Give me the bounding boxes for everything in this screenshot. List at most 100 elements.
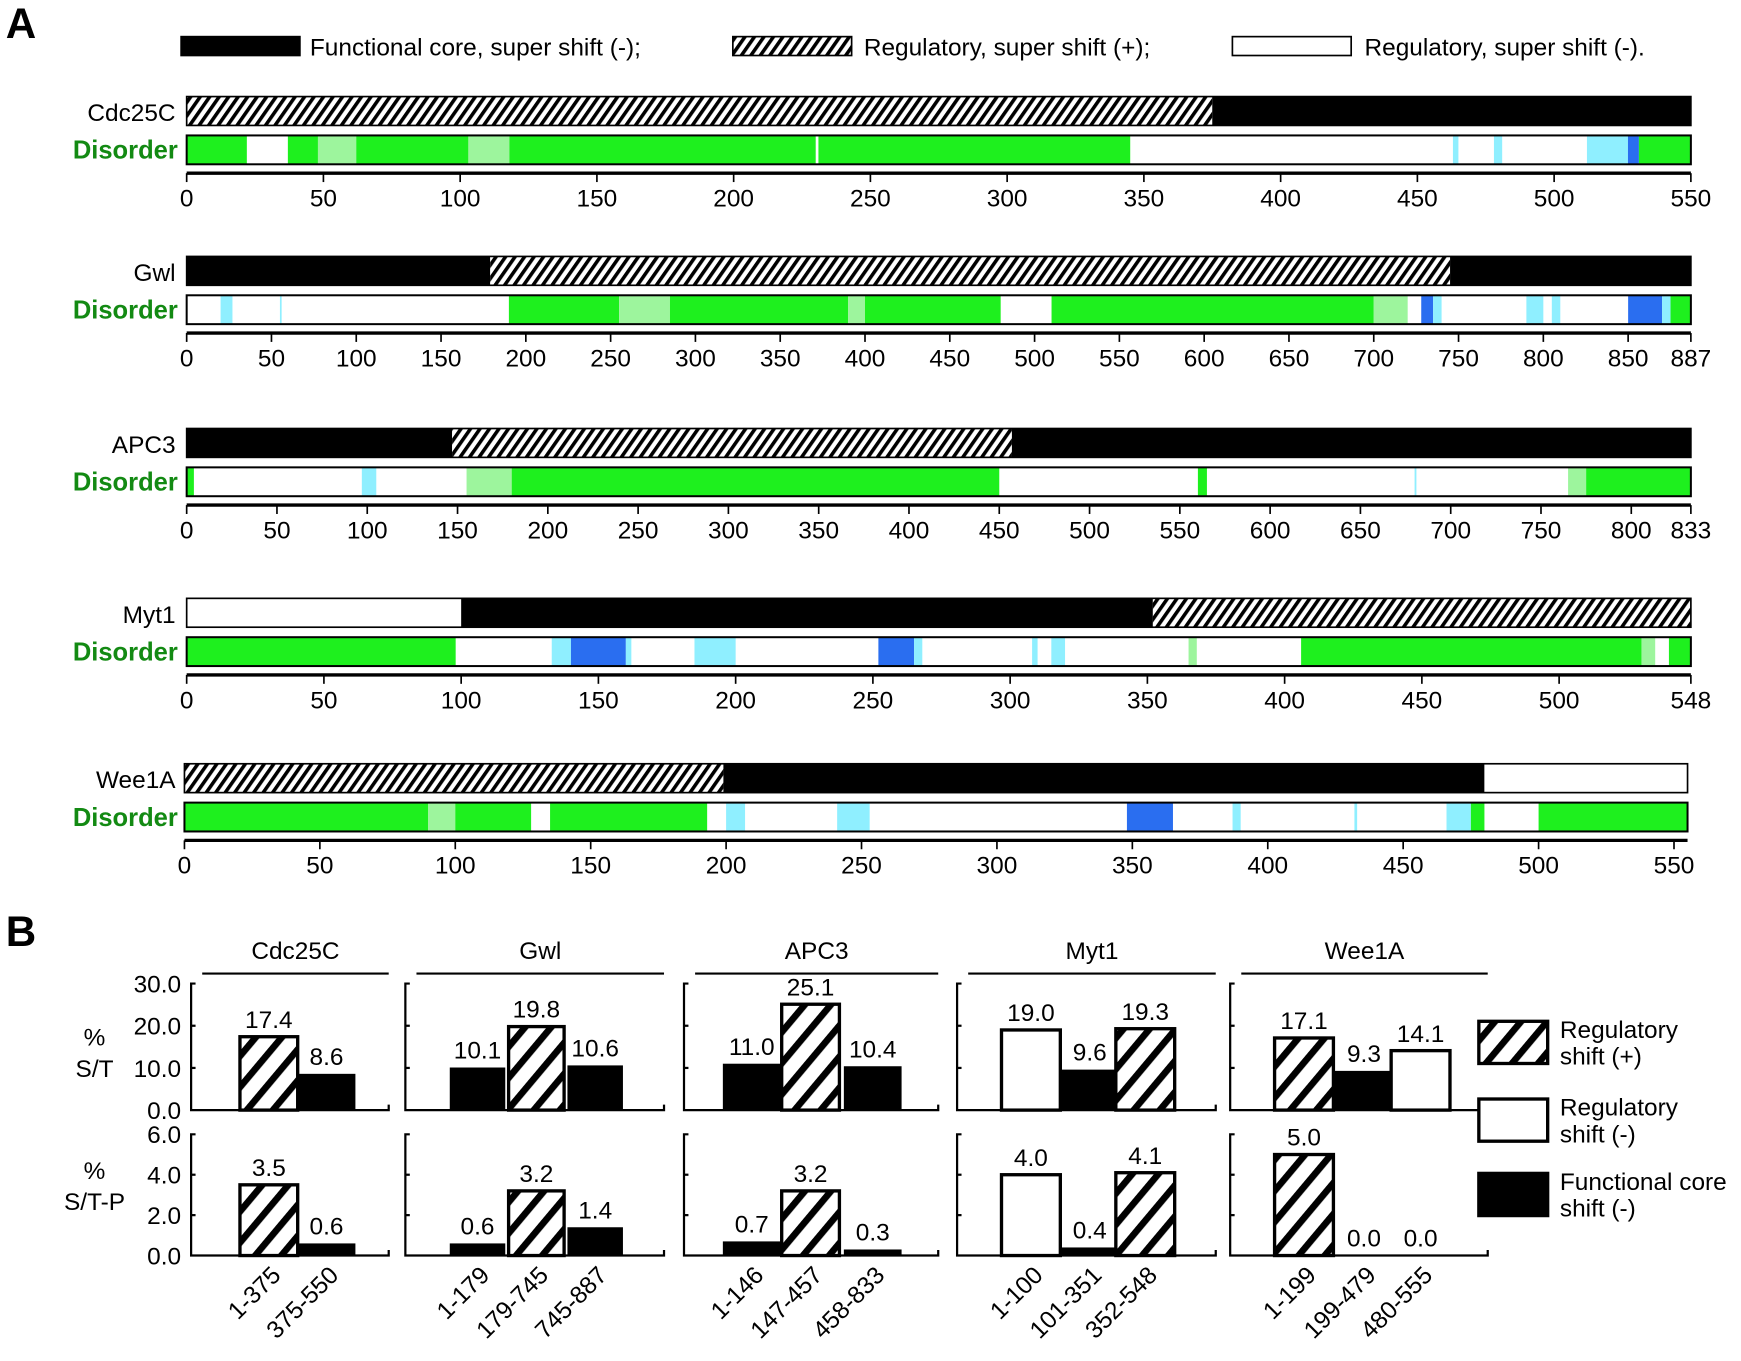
disorder-segment	[551, 637, 571, 667]
bar-stp-hatch	[238, 1183, 300, 1258]
bar-value-label: 9.3	[1347, 1041, 1381, 1068]
disorder-segment	[1470, 802, 1485, 832]
disorder-segment	[619, 295, 670, 325]
axis-tick-label: 0	[180, 687, 194, 714]
disorder-segment	[1568, 467, 1587, 497]
disorder-segment	[1662, 295, 1671, 325]
bar-stp-hatch	[1272, 1152, 1336, 1258]
bar-value-label: 5.0	[1287, 1125, 1321, 1152]
axis-tick-label: 50	[306, 853, 333, 880]
disorder-segment	[1627, 135, 1639, 165]
bar-stp-core	[843, 1249, 902, 1256]
bar-st-hatch	[238, 1035, 300, 1112]
disorder-segment	[837, 802, 870, 832]
legend-swatch-hatch	[732, 35, 853, 57]
axis-tick-label: 200	[715, 687, 756, 714]
domain-hatch	[452, 428, 1012, 458]
stp-tick-label: 0.0	[147, 1243, 181, 1270]
bar-st-hatch	[1114, 1027, 1177, 1112]
bar-value-label: 3.2	[519, 1161, 553, 1188]
disorder-segment	[1421, 295, 1434, 325]
axis-tick-label: 350	[1127, 687, 1168, 714]
axis-frame-st	[404, 982, 666, 1112]
ylabel-st: %	[84, 1025, 106, 1052]
axis-tick-label: 200	[713, 185, 754, 212]
protein-name: Gwl	[134, 260, 176, 287]
axis-tick-label: 100	[336, 345, 377, 372]
st-tick-label: 20.0	[134, 1014, 182, 1041]
disorder-track-outline	[185, 636, 1692, 668]
protein-name: Wee1A	[96, 767, 176, 794]
stp-tick-label: 6.0	[147, 1122, 181, 1149]
axis-tick-label: 450	[1383, 853, 1424, 880]
legend-label: Functional core, super shift (-);	[310, 35, 641, 62]
axis-tick-label: 100	[441, 687, 482, 714]
bar-value-label: 19.3	[1121, 999, 1169, 1026]
bar-st-hatch	[506, 1024, 566, 1112]
axis-tick-label: 800	[1611, 517, 1652, 544]
axis-tick-label: 400	[1264, 687, 1305, 714]
bar-value-label: 10.1	[454, 1038, 502, 1065]
bar-st-core	[449, 1067, 506, 1111]
disorder-track-outline	[185, 466, 1692, 498]
axis-tick-label: 550	[1159, 517, 1200, 544]
axis-tick-label: 250	[850, 185, 891, 212]
disorder-label: Disorder	[73, 804, 178, 832]
group-title: APC3	[785, 938, 849, 965]
axis-tick-label: 500	[1069, 517, 1110, 544]
protein-name: Cdc25C	[87, 100, 175, 127]
domain-bar-outline	[185, 427, 1692, 459]
axis-tick-label: 0	[178, 853, 192, 880]
disorder-segment	[914, 637, 923, 667]
axis-tick-label: 200	[505, 345, 546, 372]
bar-value-label: 0.0	[1347, 1226, 1381, 1253]
bar-value-label: 19.8	[513, 997, 561, 1024]
legend-label: shift (-)	[1560, 1196, 1636, 1223]
domain-core	[1450, 256, 1691, 286]
axis-tick-label: 300	[977, 853, 1018, 880]
axis-tick-label: 150	[570, 853, 611, 880]
domain-core	[1212, 96, 1691, 126]
st-tick-label: 0.0	[147, 1098, 181, 1125]
bar-value-label: 4.1	[1128, 1143, 1162, 1170]
bar-value-label: 1.4	[578, 1197, 612, 1224]
axis-tick-label: 50	[310, 687, 337, 714]
axis-tick-label: 250	[841, 853, 882, 880]
axis-tick-label: 500	[1518, 853, 1559, 880]
stp-tick-label: 4.0	[147, 1163, 181, 1190]
disorder-segment	[184, 802, 429, 832]
bar-st-white	[999, 1028, 1062, 1112]
axis-tick-label: 750	[1438, 345, 1479, 372]
disorder-segment	[1301, 637, 1642, 667]
axis-tick-label: 100	[440, 185, 481, 212]
disorder-label: Disorder	[73, 297, 178, 325]
disorder-segment	[726, 802, 746, 832]
disorder-segment	[1232, 802, 1241, 832]
axis-frame-st	[682, 982, 940, 1112]
disorder-segment	[1493, 135, 1503, 165]
disorder-segment	[356, 135, 469, 165]
axis-frame-st	[190, 982, 390, 1112]
disorder-segment	[186, 467, 194, 497]
bar-value-label: 10.4	[849, 1036, 897, 1063]
bar-value-label: 10.6	[571, 1036, 619, 1063]
bar-group-myt1: Myt119.09.619.34.00.44.11-100101-351352-…	[955, 938, 1217, 1344]
axis-tick-label: 0	[180, 185, 194, 212]
domain-core	[186, 428, 453, 458]
group-title: Wee1A	[1325, 938, 1405, 965]
ylabel-st: S/T	[76, 1056, 114, 1083]
disorder-segment	[361, 467, 377, 497]
disorder-segment	[1586, 467, 1691, 497]
disorder-segment	[818, 135, 1131, 165]
axis-tick-label: 450	[979, 517, 1020, 544]
disorder-label: Disorder	[73, 469, 178, 497]
st-tick-label: 30.0	[134, 971, 182, 998]
axis-tick-label: 550	[1099, 345, 1140, 372]
legend-label: Regulatory, super shift (+);	[864, 35, 1150, 62]
disorder-segment	[1452, 135, 1459, 165]
domain-hatch	[1152, 598, 1691, 628]
axis-tick-label: 400	[845, 345, 886, 372]
